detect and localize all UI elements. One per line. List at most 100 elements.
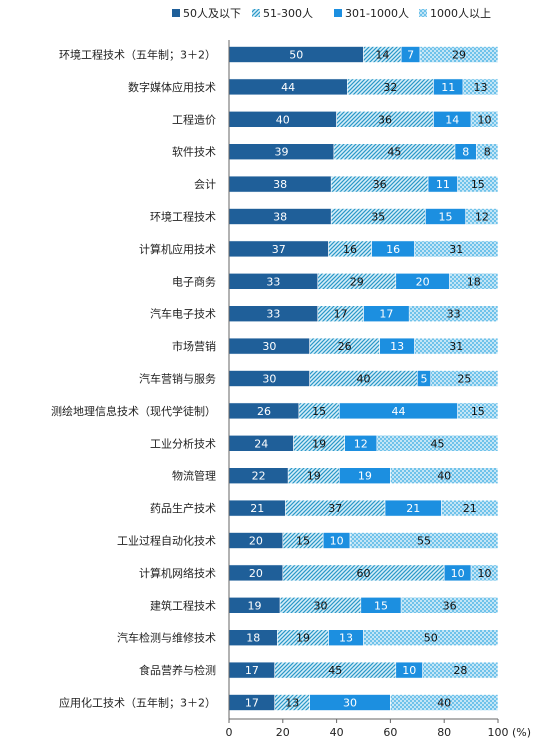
x-tick-label: 20 (276, 726, 290, 739)
data-label: 26 (338, 340, 352, 353)
data-label: 40 (437, 697, 451, 710)
data-label: 16 (343, 243, 357, 256)
data-label: 31 (449, 243, 463, 256)
data-label: 45 (387, 146, 401, 159)
category-label: 工业过程自动化技术 (117, 534, 216, 548)
data-label: 18 (246, 632, 260, 645)
data-label: 19 (307, 470, 321, 483)
bar-segment (390, 694, 499, 711)
legend-swatch (419, 9, 427, 17)
data-label: 37 (272, 243, 286, 256)
category-label: 数字媒体应用技术 (128, 80, 216, 94)
data-label: 24 (254, 437, 268, 450)
data-label: 10 (478, 113, 492, 126)
category-label: 计算机网络技术 (139, 566, 216, 580)
data-label: 8 (484, 146, 491, 159)
bar-row: 药品生产技术 21 37 21 21 (150, 499, 499, 517)
bar-row: 会计 38 36 11 15 (194, 175, 499, 193)
legend-item: 50人及以下 (172, 7, 241, 20)
bar-segment (390, 467, 499, 485)
data-label: 30 (262, 373, 276, 386)
bar-segment (457, 402, 499, 420)
bar-row: 计算机网络技术 20 60 10 10 (139, 564, 499, 582)
data-label: 30 (262, 340, 276, 353)
data-label: 19 (312, 437, 326, 450)
bar-row: 汽车电子技术 33 17 17 33 (150, 305, 499, 323)
legend-label: 301-1000人 (345, 7, 409, 20)
category-label: 电子商务 (172, 274, 216, 288)
x-tick-label: 40 (330, 726, 344, 739)
category-label: 工程造价 (172, 112, 216, 126)
bar-row: 汽车营销与服务 30 40 5 25 (139, 370, 499, 387)
bar-row: 电子商务 33 29 20 18 (172, 272, 499, 290)
x-tick-label: 60 (383, 726, 397, 739)
legend-item: 1000人以上 (419, 7, 491, 20)
bar-row: 汽车检测与维修技术 18 19 13 50 (117, 629, 499, 647)
bar-row: 测绘地理信息技术（现代学徒制） 26 15 44 15 (51, 402, 499, 420)
data-label: 39 (274, 146, 288, 159)
data-label: 19 (296, 632, 310, 645)
bar-row: 环境工程技术（五年制；3＋2） 50 14 7 29 (59, 46, 499, 63)
data-label: 5 (421, 373, 428, 386)
bar-row: 物流管理 22 19 19 40 (172, 467, 499, 485)
data-label: 10 (330, 535, 344, 548)
data-label: 22 (252, 470, 266, 483)
x-tick-label: 0 (226, 726, 233, 739)
data-label: 10 (402, 664, 416, 677)
data-label: 44 (391, 405, 405, 418)
data-label: 44 (281, 81, 295, 94)
bar-segment (462, 78, 499, 96)
data-label: 13 (390, 340, 404, 353)
bar-segment (441, 499, 499, 517)
bar-segment (376, 434, 499, 452)
category-label: 会计 (194, 178, 216, 191)
legend-label: 1000人以上 (430, 7, 491, 20)
data-label: 16 (386, 243, 400, 256)
data-label: 15 (439, 211, 453, 224)
legend-swatch (252, 9, 260, 17)
data-label: 31 (449, 340, 463, 353)
data-label: 33 (447, 308, 461, 321)
data-label: 17 (245, 697, 259, 710)
bar-segment (457, 175, 499, 193)
data-label: 25 (457, 373, 471, 386)
data-label: 13 (339, 632, 353, 645)
data-label: 11 (441, 81, 455, 94)
x-tick-label: 80 (437, 726, 451, 739)
data-label: 10 (478, 567, 492, 580)
data-label: 17 (334, 308, 348, 321)
bar-segment (449, 272, 499, 290)
data-label: 38 (273, 211, 287, 224)
data-label: 17 (245, 664, 259, 677)
data-label: 36 (378, 113, 392, 126)
data-label: 7 (407, 49, 414, 62)
bar-row: 市场营销 30 26 13 31 (172, 337, 499, 355)
category-label: 物流管理 (172, 469, 216, 483)
bar-row: 数字媒体应用技术 44 32 11 13 (128, 78, 499, 96)
bar-segment (430, 370, 499, 387)
x-axis: 0 20 40 60 80 100 (%) (226, 40, 531, 739)
legend-item: 51-300人 (252, 7, 313, 20)
data-label: 15 (296, 535, 310, 548)
category-label: 汽车检测与维修技术 (117, 631, 216, 645)
bar-row: 软件技术 39 45 8 8 (172, 143, 499, 160)
x-tick-label: 100 (488, 726, 509, 739)
bar-row: 食品营养与检测 17 45 10 28 (139, 661, 499, 679)
data-label: 20 (249, 535, 263, 548)
data-label: 12 (354, 437, 368, 450)
data-label: 12 (475, 211, 489, 224)
data-label: 14 (445, 113, 459, 126)
data-label: 14 (375, 49, 389, 62)
data-label: 33 (266, 275, 280, 288)
data-label: 15 (312, 405, 326, 418)
bar-row: 工程造价 40 36 14 10 (172, 111, 499, 128)
legend-label: 50人及以下 (183, 7, 241, 20)
bar-segment (349, 532, 499, 549)
data-label: 19 (358, 470, 372, 483)
bar-segment (419, 46, 499, 63)
bar-segment (414, 240, 499, 258)
data-label: 21 (406, 502, 420, 515)
data-label: 36 (373, 178, 387, 191)
legend: 50人及以下 51-300人 301-1000人 1000人以上 (172, 7, 491, 20)
